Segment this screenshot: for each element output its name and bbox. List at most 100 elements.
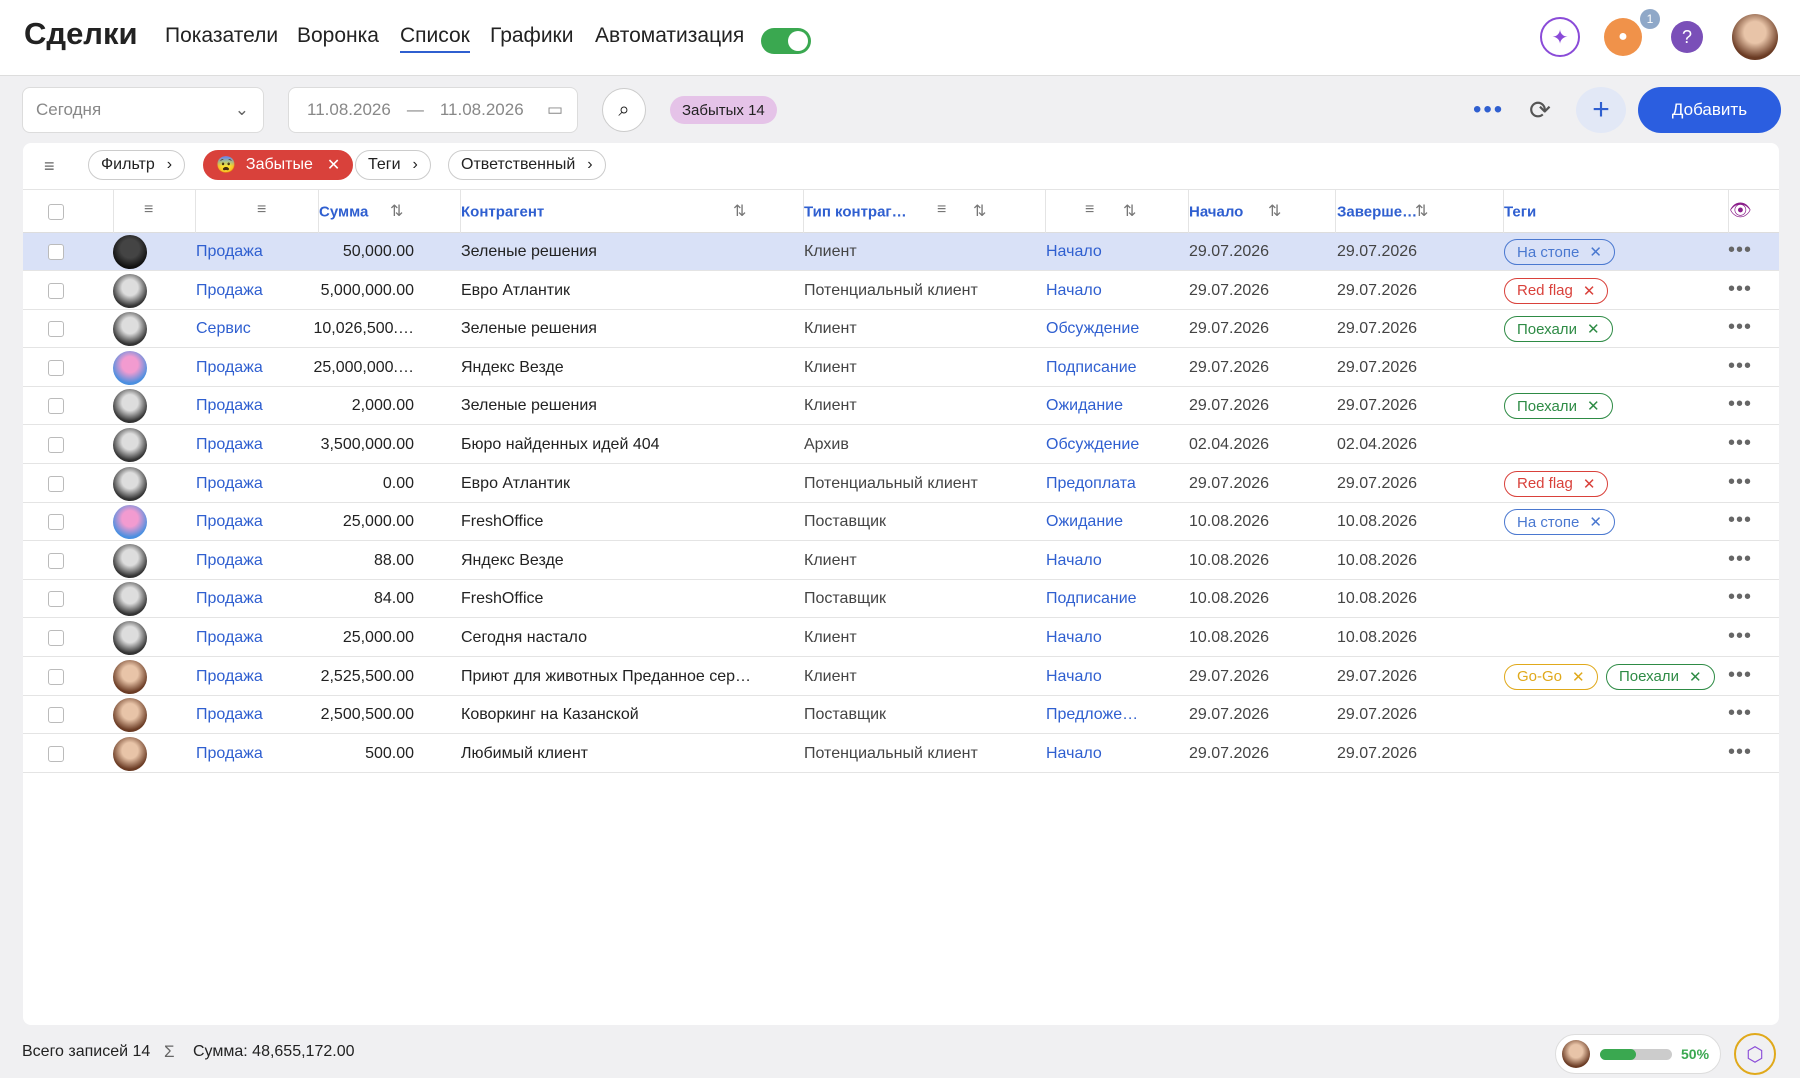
tab[interactable]: Графики (490, 24, 574, 47)
sort-icon[interactable]: ⇅ (1415, 203, 1429, 220)
stage[interactable]: Обсуждение (1046, 436, 1140, 453)
refresh-button[interactable]: ⟳ (1529, 94, 1551, 125)
tag-remove[interactable]: ✕ (1589, 514, 1602, 532)
tag-remove[interactable]: ✕ (1586, 321, 1600, 339)
row-menu[interactable]: ••• (1728, 547, 1753, 570)
chat-button[interactable]: ● (1604, 18, 1642, 56)
deal-type[interactable]: Продажа (196, 358, 263, 376)
row-checkbox[interactable] (48, 630, 64, 646)
stage[interactable]: Начало (1046, 243, 1102, 260)
deal-type[interactable]: Продажа (196, 243, 263, 260)
column-header[interactable]: Начало (1189, 203, 1244, 221)
row-menu[interactable]: ••• (1728, 393, 1753, 416)
stage[interactable]: Предложе… (1046, 706, 1139, 724)
column-header[interactable]: Теги (1504, 203, 1537, 221)
row-menu[interactable]: ••• (1728, 586, 1753, 609)
filter-chip[interactable]: Теги › (355, 150, 431, 180)
row-checkbox[interactable] (48, 398, 64, 415)
deal-type[interactable]: Продажа (196, 667, 263, 685)
filter-chip[interactable]: Ответственный › (448, 150, 606, 180)
row-checkbox[interactable] (48, 591, 64, 608)
more-button[interactable]: ••• (1473, 96, 1505, 123)
stage[interactable]: Начало (1046, 629, 1102, 646)
ai-button[interactable]: ✦ (1540, 17, 1580, 57)
tag-remove[interactable]: ✕ (1688, 668, 1702, 686)
filter-icon[interactable]: ≡ (257, 201, 267, 218)
forgotten-badge[interactable]: Забытых 14 (670, 96, 777, 124)
tag-remove[interactable]: ✕ (1582, 475, 1596, 493)
row-menu[interactable]: ••• (1728, 239, 1753, 261)
sort-icon[interactable]: ⇅ (390, 203, 404, 220)
filter-icon[interactable]: ≡ (44, 156, 55, 176)
row-checkbox[interactable] (48, 244, 64, 260)
tab[interactable]: Воронка (297, 24, 379, 47)
row-menu[interactable]: ••• (1728, 663, 1753, 686)
row-menu[interactable]: ••• (1728, 625, 1753, 647)
stage[interactable]: Начало (1046, 744, 1102, 762)
toggle[interactable] (761, 28, 811, 54)
table-row[interactable]: Продажа 25,000.00 FreshOffice Поставщик Ожид… (23, 503, 1779, 542)
filter-chip[interactable]: Фильтр › (88, 150, 186, 180)
table-row[interactable]: Сервис 10,026,500.… Зеленые решения Клиент О… (23, 310, 1779, 349)
tag-remove[interactable]: ✕ (1589, 244, 1602, 261)
row-menu[interactable]: ••• (1728, 470, 1753, 493)
select-all-checkbox[interactable] (48, 204, 64, 220)
tab-active[interactable]: Список (400, 24, 470, 53)
row-checkbox[interactable] (48, 552, 64, 569)
progress-widget[interactable]: 50% (1555, 1034, 1721, 1074)
plus-button[interactable]: + (1576, 87, 1626, 133)
date-range[interactable]: 11.08.2026 — 11.08.2026 ▭ (288, 87, 578, 133)
row-menu[interactable]: ••• (1728, 702, 1753, 725)
table-row[interactable]: Продажа 2,000.00 Зеленые решения Клиент Ожид… (23, 387, 1779, 426)
row-menu[interactable]: ••• (1728, 432, 1753, 454)
column-header[interactable]: Заверше… (1337, 203, 1418, 221)
tag-remove[interactable]: ✕ (1586, 398, 1600, 416)
deal-type[interactable]: Продажа (196, 744, 263, 762)
add-button[interactable]: Добавить (1638, 87, 1781, 133)
table-row[interactable]: Продажа 0.00 Евро Атлантик Потенциальный кл… (23, 464, 1779, 503)
deal-type[interactable]: Продажа (196, 397, 263, 415)
column-header[interactable]: Контрагент (461, 203, 545, 221)
period-select[interactable]: Сегодня ⌄ (22, 87, 264, 133)
table-row[interactable]: Продажа 50,000.00 Зеленые решения Клиент Нач… (23, 233, 1779, 271)
row-menu[interactable]: ••• (1728, 354, 1753, 377)
filter-chip-active[interactable]: 😨 Забытые ✕ (203, 150, 354, 180)
tag-remove[interactable]: ✕ (1582, 282, 1596, 300)
sort-icon[interactable]: ⇅ (733, 203, 747, 220)
tag[interactable]: На стопе ✕ (1504, 509, 1615, 536)
row-checkbox[interactable] (48, 475, 64, 492)
stage[interactable]: Подписание (1046, 358, 1137, 376)
stage[interactable]: Начало (1046, 281, 1102, 299)
filter-icon[interactable]: ≡ (144, 201, 154, 218)
deal-type[interactable]: Сервис (196, 320, 251, 338)
filter-icon[interactable]: ≡ (1085, 201, 1095, 218)
table-row[interactable]: Продажа 2,525,500.00 Приют для животных Пр… (23, 657, 1779, 696)
deal-type[interactable]: Продажа (196, 629, 263, 646)
column-header[interactable]: Тип контраг… (804, 203, 907, 221)
row-menu[interactable]: ••• (1728, 316, 1753, 339)
stage[interactable]: Начало (1046, 667, 1102, 685)
table-row[interactable]: Продажа 5,000,000.00 Евро Атлантик Потенциа… (23, 271, 1779, 310)
stage[interactable]: Подписание (1046, 590, 1137, 608)
row-menu[interactable]: ••• (1728, 277, 1753, 300)
table-row[interactable]: Продажа 88.00 Яндекс Везде Клиент Начало 10.0… (23, 541, 1779, 580)
stage[interactable]: Предоплата (1046, 474, 1136, 492)
table-row[interactable]: Продажа 500.00 Любимый клиент Потенциальный… (23, 734, 1779, 773)
column-header[interactable]: Сумма (319, 203, 369, 221)
row-menu[interactable]: ••• (1728, 509, 1753, 532)
row-checkbox[interactable] (48, 745, 64, 762)
stage[interactable]: Обсуждение (1046, 320, 1140, 338)
columns-visibility[interactable]: 👁 (1729, 200, 1752, 220)
row-checkbox[interactable] (48, 514, 64, 531)
tag[interactable]: Поехали ✕ (1504, 316, 1613, 343)
tag[interactable]: Red flag ✕ (1504, 277, 1609, 304)
row-checkbox[interactable] (48, 359, 64, 376)
deal-type[interactable]: Продажа (196, 706, 263, 724)
deal-type[interactable]: Продажа (196, 281, 263, 299)
logo-button[interactable]: ⬡ (1734, 1033, 1776, 1075)
sort-icon[interactable]: ⇅ (1268, 203, 1282, 220)
tab[interactable]: Показатели (165, 24, 279, 47)
deal-type[interactable]: Продажа (196, 551, 263, 569)
row-checkbox[interactable] (48, 321, 64, 338)
table-row[interactable]: Продажа 25,000.00 Сегодня настало Клиент Нач… (23, 619, 1779, 657)
